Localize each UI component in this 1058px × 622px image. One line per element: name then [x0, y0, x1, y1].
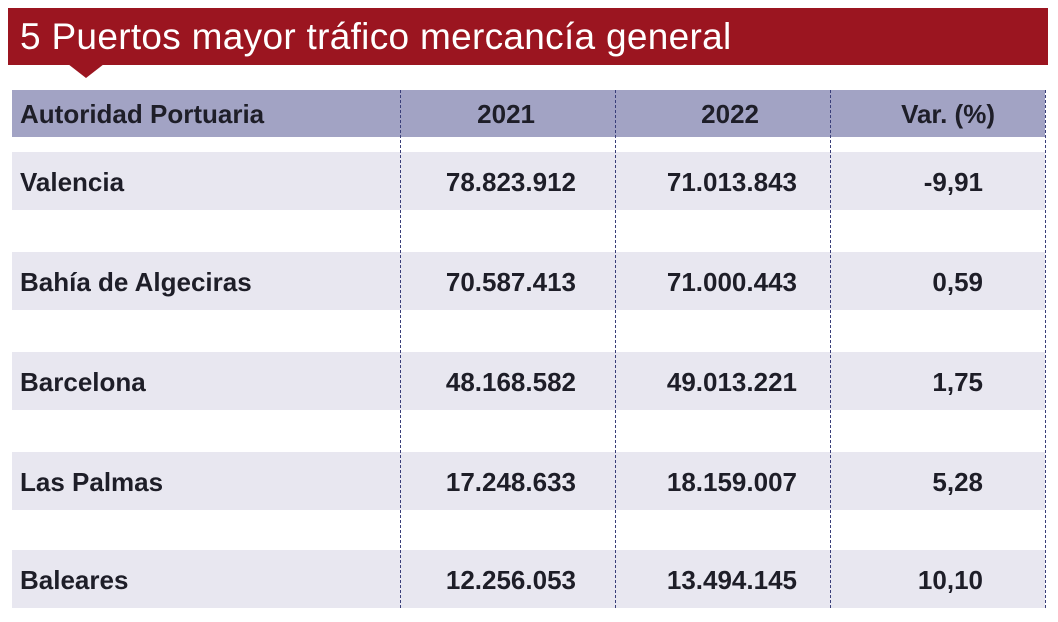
table-row: Valencia 78.823.912 71.013.843 -9,91 [12, 152, 1045, 210]
chart-title: 5 Puertos mayor tráfico mercancía genera… [20, 16, 732, 57]
column-divider [830, 90, 831, 608]
port-name: Barcelona [20, 367, 146, 397]
variation: 5,28 [932, 467, 983, 497]
port-name: Las Palmas [20, 467, 164, 497]
variation: 10,10 [917, 565, 983, 595]
table-row: Bahía de Algeciras 70.587.413 71.000.443 0,… [12, 252, 1045, 310]
port-name: Valencia [20, 167, 125, 197]
title-bar: 5 Puertos mayor tráfico mercancía genera… [8, 8, 1048, 65]
value-2022: 49.013.221 [666, 367, 797, 397]
header-2022: 2022 [701, 99, 759, 129]
port-name: Baleares [20, 565, 129, 595]
variation: -9,91 [923, 167, 983, 197]
column-divider [1045, 90, 1046, 608]
table-header: Autoridad Portuaria 2021 2022 Var. (%) [12, 90, 1045, 137]
column-divider [400, 90, 401, 608]
value-2022: 71.013.843 [666, 167, 797, 197]
value-2021: 78.823.912 [445, 167, 576, 197]
column-divider [615, 90, 616, 608]
table-row: Las Palmas 17.248.633 18.159.007 5,28 [12, 452, 1045, 510]
port-name: Bahía de Algeciras [20, 267, 252, 297]
variation: 1,75 [932, 367, 983, 397]
table-row: Baleares 12.256.053 13.494.145 10,10 [12, 550, 1045, 608]
value-2021: 48.168.582 [445, 367, 576, 397]
header-var: Var. (%) [901, 99, 995, 129]
value-2022: 71.000.443 [666, 267, 797, 297]
value-2021: 12.256.053 [445, 565, 576, 595]
header-2021: 2021 [477, 99, 535, 129]
title-pointer [68, 64, 104, 78]
table-row: Barcelona 48.168.582 49.013.221 1,75 [12, 352, 1045, 410]
value-2022: 13.494.145 [666, 565, 797, 595]
header-autoridad: Autoridad Portuaria [20, 99, 265, 129]
value-2022: 18.159.007 [666, 467, 797, 497]
value-2021: 17.248.633 [445, 467, 576, 497]
variation: 0,59 [932, 267, 983, 297]
value-2021: 70.587.413 [445, 267, 576, 297]
